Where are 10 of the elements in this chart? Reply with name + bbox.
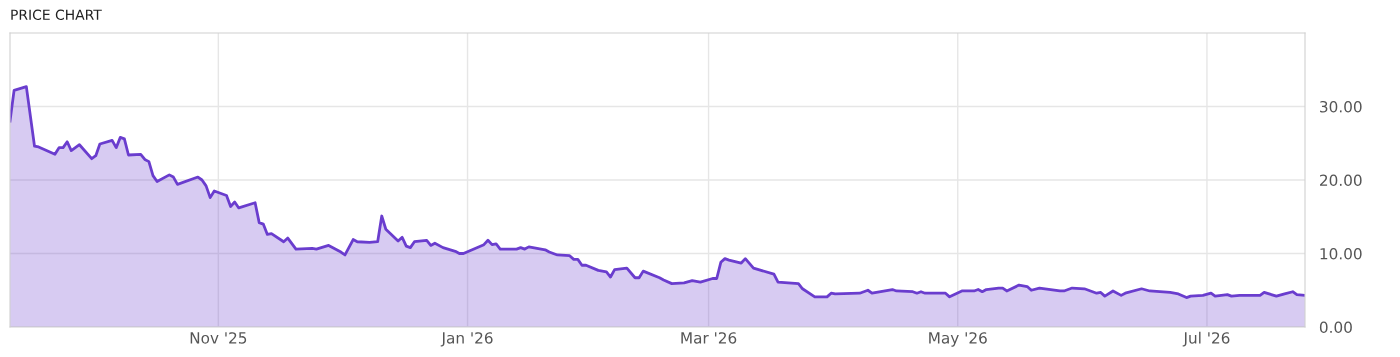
y-tick-label: 20.00 xyxy=(1320,174,1362,187)
y-tick-label: 10.00 xyxy=(1320,247,1362,260)
chart-title: PRICE CHART xyxy=(11,9,102,21)
x-tick-label: May '26 xyxy=(929,332,987,347)
y-tick-label: 30.00 xyxy=(1320,100,1362,113)
x-tick-label: Jan '26 xyxy=(440,332,493,347)
x-tick-label: Jul '26 xyxy=(1182,331,1230,347)
y-tick-label: 0.00 xyxy=(1319,321,1352,334)
x-tick-label: Mar '26 xyxy=(681,332,737,344)
x-tick-label: Nov '25 xyxy=(190,332,247,344)
